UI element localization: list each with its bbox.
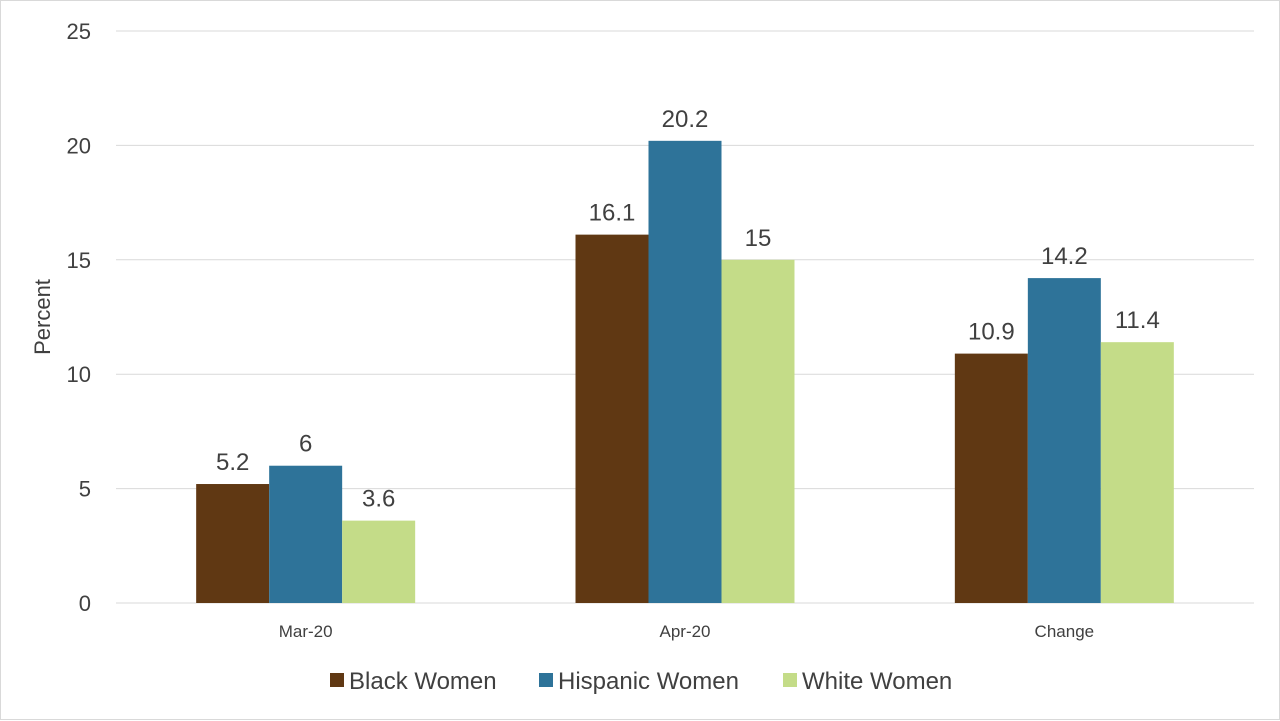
data-labels: 5.2 6 3.6 16.1 20.2 15 10.9 14.2 11.4 <box>216 106 1160 513</box>
y-tick-label: 5 <box>79 477 91 502</box>
bar-hispanic-women-mar-20 <box>269 465 343 603</box>
legend-swatch <box>783 673 797 687</box>
y-tick-label: 0 <box>79 591 91 616</box>
bar-white-women-mar-20 <box>342 520 416 603</box>
legend-label: Hispanic Women <box>558 668 739 695</box>
legend-swatch <box>539 673 553 687</box>
bar-black-women-mar-20 <box>196 484 270 603</box>
data-label: 10.9 <box>968 319 1015 346</box>
x-tick-label: Apr-20 <box>659 622 710 641</box>
data-label: 14.2 <box>1041 243 1088 270</box>
legend: Black Women Hispanic Women White Women <box>330 668 952 695</box>
data-label: 20.2 <box>662 106 709 133</box>
bar-white-women-apr-20 <box>721 259 795 603</box>
y-tick-label: 25 <box>67 19 91 44</box>
y-axis-tick-labels: 0 5 10 15 20 25 <box>67 19 91 616</box>
bar-black-women-change <box>954 353 1028 603</box>
data-label: 11.4 <box>1115 307 1160 334</box>
bar-white-women-change <box>1100 342 1174 603</box>
y-tick-label: 15 <box>67 248 91 273</box>
x-tick-label: Change <box>1035 622 1095 641</box>
x-tick-label: Mar-20 <box>279 622 333 641</box>
y-tick-label: 20 <box>67 133 91 158</box>
y-axis-title: Percent <box>30 279 55 355</box>
legend-label: Black Women <box>349 668 497 695</box>
bar-black-women-apr-20 <box>575 234 649 603</box>
data-label: 3.6 <box>362 486 395 513</box>
y-tick-label: 10 <box>67 362 91 387</box>
x-axis-tick-labels: Mar-20 Apr-20 Change <box>279 622 1094 641</box>
data-label: 15 <box>745 225 772 252</box>
data-label: 6 <box>299 431 312 458</box>
data-label: 16.1 <box>589 200 636 227</box>
bar-hispanic-women-change <box>1027 278 1101 603</box>
legend-label: White Women <box>802 668 952 695</box>
bars <box>196 140 1174 603</box>
legend-swatch <box>330 673 344 687</box>
data-label: 5.2 <box>216 449 249 476</box>
bar-hispanic-women-apr-20 <box>648 140 722 603</box>
